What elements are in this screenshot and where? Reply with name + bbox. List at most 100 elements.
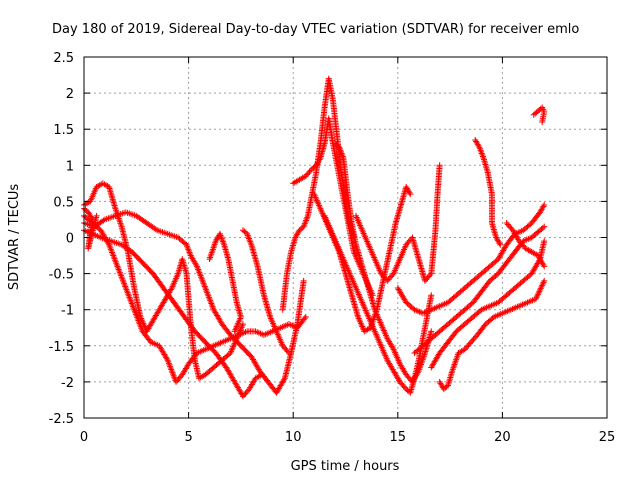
- y-tick-label: 2: [66, 87, 74, 102]
- data-point: [504, 221, 511, 228]
- data-point: [173, 378, 180, 385]
- series-track-5: [206, 230, 244, 335]
- axis-ticks: [83, 56, 608, 419]
- data-point: [468, 339, 475, 346]
- data-point: [279, 342, 286, 349]
- data-point: [489, 315, 496, 322]
- data-point: [477, 307, 484, 314]
- series-track-20: [81, 205, 100, 252]
- data-point: [386, 274, 393, 281]
- data-point: [541, 263, 548, 270]
- data-point: [406, 189, 413, 196]
- data-point: [304, 171, 311, 178]
- data-point: [497, 241, 504, 248]
- tick-labels: 0 5 10 15 20 25 -2.5 -2 -1.5 -1 -0.5 0 0.5 1 1.5 2 2.5: [49, 51, 616, 445]
- series-track-13: [394, 202, 548, 317]
- data-point: [424, 274, 431, 281]
- data-point: [282, 345, 289, 352]
- data-point: [410, 305, 417, 312]
- x-tick-label: 25: [599, 430, 616, 445]
- data-point: [389, 272, 396, 279]
- data-point: [284, 348, 291, 355]
- x-tick-label: 10: [285, 430, 302, 445]
- data-point: [541, 202, 548, 209]
- data-point: [379, 272, 386, 279]
- x-axis-label: GPS time / hours: [291, 459, 400, 474]
- data-point: [93, 212, 100, 219]
- data-point: [302, 313, 309, 320]
- data-point: [539, 118, 546, 125]
- data-point: [428, 292, 435, 299]
- series-track-18: [503, 220, 548, 270]
- data-point: [301, 315, 308, 322]
- data-point: [427, 272, 434, 279]
- data-point: [168, 286, 175, 293]
- data-point: [384, 277, 391, 284]
- data-point: [436, 162, 443, 169]
- data-point: [469, 337, 476, 344]
- data-point: [541, 223, 548, 230]
- series-track-11: [332, 140, 435, 385]
- data-point: [403, 371, 410, 378]
- data-point: [471, 334, 478, 341]
- data-point: [241, 391, 248, 398]
- series-track-12: [352, 162, 443, 284]
- data-point: [307, 167, 314, 174]
- data-point: [407, 191, 414, 198]
- series-track-15: [428, 238, 548, 371]
- data-point: [404, 373, 411, 380]
- data-point: [176, 374, 183, 381]
- x-tick-label: 15: [390, 430, 407, 445]
- data-point: [462, 344, 469, 351]
- data-point: [398, 380, 405, 387]
- data-point: [100, 217, 107, 224]
- data-point: [306, 168, 313, 175]
- x-tick-label: 20: [494, 430, 511, 445]
- data-point: [539, 224, 546, 231]
- data-point: [239, 321, 246, 328]
- data-point: [286, 350, 293, 357]
- data-point: [404, 240, 411, 247]
- y-tick-label: 0.5: [53, 195, 74, 210]
- data-point: [405, 238, 412, 245]
- data-point: [496, 240, 503, 247]
- data-marks: [81, 75, 548, 400]
- x-tick-label: 0: [80, 430, 88, 445]
- data-point: [316, 156, 323, 163]
- data-point: [541, 277, 548, 284]
- data-point: [380, 273, 387, 280]
- data-point: [423, 276, 430, 283]
- data-point: [421, 277, 428, 284]
- data-point: [540, 203, 547, 210]
- series-track-14: [411, 223, 548, 357]
- data-point: [403, 241, 410, 248]
- data-point: [425, 273, 432, 280]
- data-point: [517, 239, 524, 246]
- series-track-10: [321, 212, 435, 396]
- data-point: [465, 342, 472, 349]
- data-point: [388, 273, 395, 280]
- data-point: [231, 328, 238, 335]
- data-point: [405, 374, 412, 381]
- data-point: [503, 220, 510, 227]
- data-point: [381, 274, 388, 281]
- data-point: [428, 328, 435, 335]
- y-tick-label: -1: [61, 304, 74, 319]
- data-point: [399, 381, 406, 388]
- data-point: [152, 226, 159, 233]
- series-track-6: [239, 227, 293, 357]
- data-point: [283, 347, 290, 354]
- data-point: [506, 222, 513, 229]
- data-point: [305, 170, 312, 177]
- chart-title: Day 180 of 2019, Sidereal Day-to-day VTE…: [52, 22, 579, 37]
- y-axis-label: SDTVAR / TECUs: [7, 184, 22, 291]
- data-point: [239, 393, 246, 400]
- data-point: [401, 384, 408, 391]
- data-point: [280, 376, 287, 383]
- data-point: [175, 376, 182, 383]
- data-point: [243, 389, 250, 396]
- y-tick-label: -2: [61, 376, 74, 391]
- series-track-19: [530, 104, 548, 125]
- data-point: [396, 378, 403, 385]
